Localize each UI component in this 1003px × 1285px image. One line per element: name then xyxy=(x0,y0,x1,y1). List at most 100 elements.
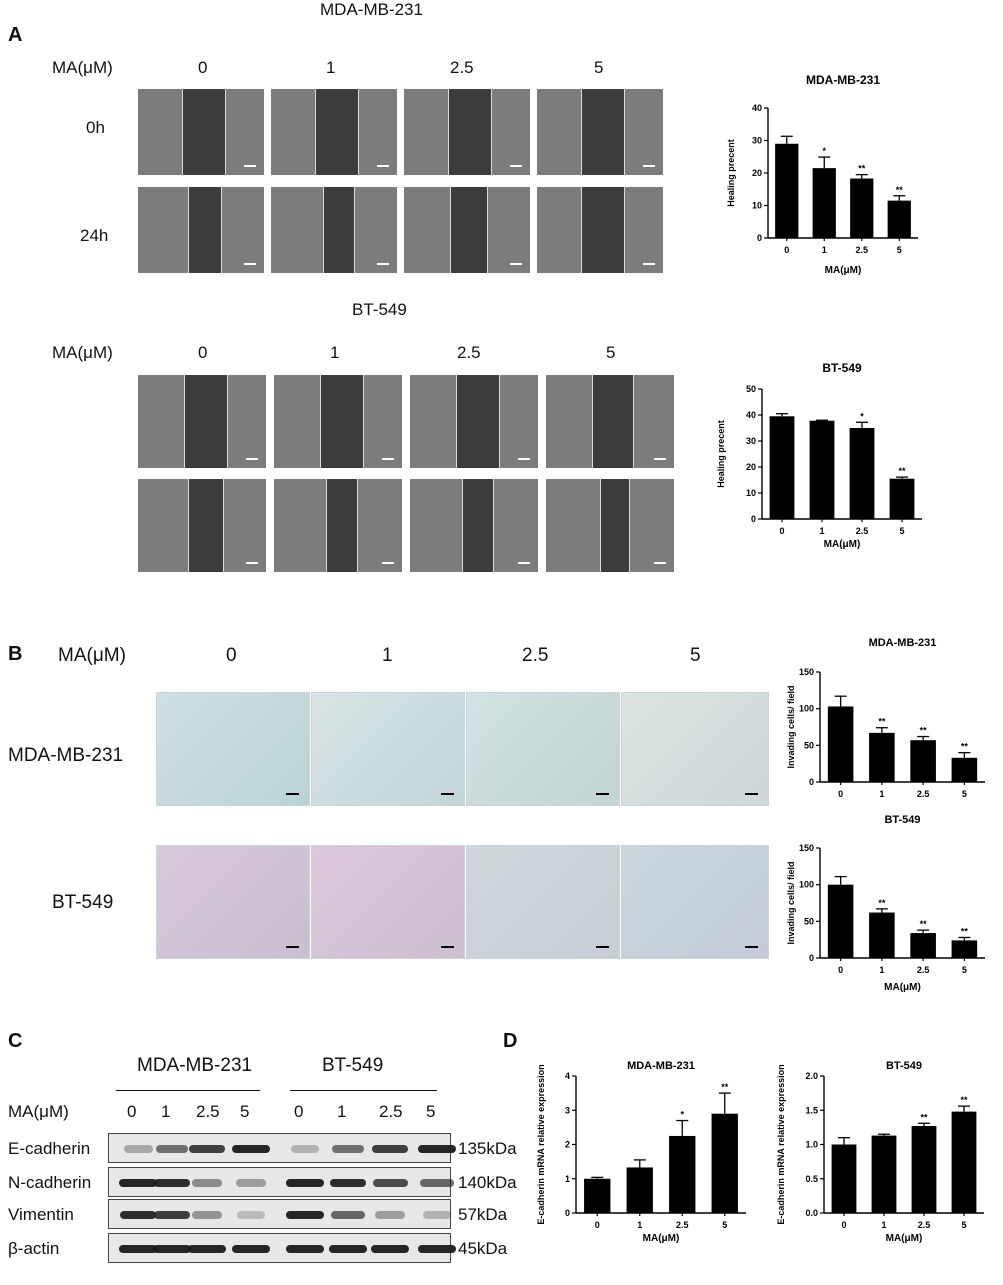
y-tick-label: 0 xyxy=(751,514,756,524)
x-tick-label: 2.5 xyxy=(856,526,869,536)
x-tick-label: 5 xyxy=(899,526,904,536)
y-tick-label: 1.0 xyxy=(805,1140,818,1150)
x-tick-label: 0 xyxy=(779,526,784,536)
panel-a-row-label-24h: 24h xyxy=(80,226,109,245)
bar xyxy=(910,740,936,782)
blot-band xyxy=(232,1245,270,1253)
panel-b-letter: B xyxy=(8,643,23,665)
blot-size-label: 57kDa xyxy=(458,1205,508,1224)
blot-band xyxy=(119,1179,157,1187)
panel-a-letter: A xyxy=(8,24,23,46)
significance-label: ** xyxy=(858,164,866,174)
blot-protein-label: E-cadherin xyxy=(8,1139,91,1158)
x-tick-label: 1 xyxy=(879,789,884,799)
x-tick-label: 0 xyxy=(838,965,843,975)
panel-b-row-label-bt549: BT-549 xyxy=(52,892,114,913)
blot-dose-label: 5 xyxy=(426,1102,436,1121)
x-tick-label: 5 xyxy=(897,245,902,255)
significance-label: ** xyxy=(961,926,969,936)
bar xyxy=(711,1113,738,1213)
significance-label: ** xyxy=(960,1095,968,1105)
y-tick-label: 0.0 xyxy=(805,1208,818,1218)
bar xyxy=(584,1178,611,1213)
bar xyxy=(669,1135,696,1213)
y-tick-label: 50 xyxy=(746,384,756,394)
wound-image xyxy=(137,88,265,176)
y-tick-label: 1.5 xyxy=(805,1105,818,1115)
significance-label: ** xyxy=(961,742,969,752)
chart-title: BT-549 xyxy=(822,361,862,375)
x-axis-label: MA(μM) xyxy=(825,265,862,276)
bar xyxy=(889,478,915,519)
bar xyxy=(812,168,836,238)
y-tick-label: 4 xyxy=(565,1071,570,1081)
blot-size-label: 45kDa xyxy=(458,1239,508,1258)
blot-band xyxy=(123,1145,153,1153)
y-tick-label: 0.5 xyxy=(805,1174,818,1184)
wound-image xyxy=(270,186,398,274)
blot-band xyxy=(372,1145,408,1153)
wound-image xyxy=(137,374,267,469)
blot-protein-label: Vimentin xyxy=(8,1205,74,1224)
blot-band xyxy=(420,1179,454,1187)
panel-a-top-dose-1: 1 xyxy=(326,58,336,77)
significance-label: * xyxy=(680,1110,684,1120)
y-tick-label: 2 xyxy=(565,1140,570,1150)
y-tick-label: 2.0 xyxy=(805,1071,818,1081)
bar xyxy=(911,1126,937,1213)
blot-band xyxy=(371,1245,409,1253)
blot-dose-label: 1 xyxy=(161,1102,171,1121)
blot-band xyxy=(286,1245,324,1253)
x-tick-label: 5 xyxy=(722,1220,727,1230)
significance-label: ** xyxy=(878,898,886,908)
y-tick-label: 40 xyxy=(752,103,762,113)
x-tick-label: 1 xyxy=(879,965,884,975)
y-axis-label: Healing precent xyxy=(716,420,726,488)
bar xyxy=(869,732,895,782)
chart-d-mda-ecadherin: MDA-MB-231 0 1 2 3 4 E-cadherin mRNA relative … xyxy=(536,1060,746,1244)
bar xyxy=(910,933,936,958)
significance-label: ** xyxy=(896,185,904,195)
transwell-image xyxy=(156,845,310,959)
chart-title: MDA-MB-231 xyxy=(806,73,880,87)
chart-a-mda-healing: MDA-MB-231 0 10 20 30 40 Healing precent 0 * 1 ** 2… xyxy=(726,73,918,276)
panel-a-bottom-cell-line: BT-549 xyxy=(352,300,407,319)
x-axis-label: MA(μM) xyxy=(643,1233,680,1244)
y-tick-label: 0 xyxy=(757,233,762,243)
blot-band xyxy=(119,1245,157,1253)
transwell-image xyxy=(156,692,310,806)
panel-c-group-bt549: BT-549 xyxy=(322,1055,384,1076)
y-tick-label: 100 xyxy=(799,704,814,714)
wound-image xyxy=(403,186,531,274)
panel-a-bottom-dose-2: 2.5 xyxy=(457,343,481,362)
wound-image xyxy=(545,478,675,573)
panel-d-letter: D xyxy=(503,1030,518,1052)
significance-label: ** xyxy=(920,726,928,736)
bar xyxy=(951,1111,977,1213)
bar xyxy=(626,1167,653,1213)
y-tick-label: 30 xyxy=(746,436,756,446)
x-tick-label: 5 xyxy=(962,789,967,799)
y-axis-label: E-cadherin mRNA relative expression xyxy=(536,1064,546,1224)
panel-a-bottom-dose-1: 1 xyxy=(330,343,340,362)
transwell-image xyxy=(621,692,769,806)
chart-title: BT-549 xyxy=(884,814,920,826)
blot-size-label: 140kDa xyxy=(458,1173,517,1192)
y-tick-label: 150 xyxy=(799,667,814,677)
y-tick-label: 10 xyxy=(746,488,756,498)
significance-label: ** xyxy=(898,466,906,476)
blot-dose-label: 1 xyxy=(337,1102,347,1121)
y-axis-label: E-cadherin mRNA relative expression xyxy=(776,1064,786,1224)
wound-image xyxy=(270,88,398,176)
blot-band xyxy=(331,1211,365,1219)
blot-band xyxy=(189,1145,225,1153)
panel-b-dose-0: 0 xyxy=(226,645,237,666)
significance-label: * xyxy=(822,146,826,156)
significance-label: * xyxy=(860,411,864,421)
bar xyxy=(887,200,911,238)
blot-band xyxy=(154,1211,190,1219)
x-tick-label: 5 xyxy=(961,1220,966,1230)
y-tick-label: 20 xyxy=(752,168,762,178)
blot-band xyxy=(375,1211,405,1219)
